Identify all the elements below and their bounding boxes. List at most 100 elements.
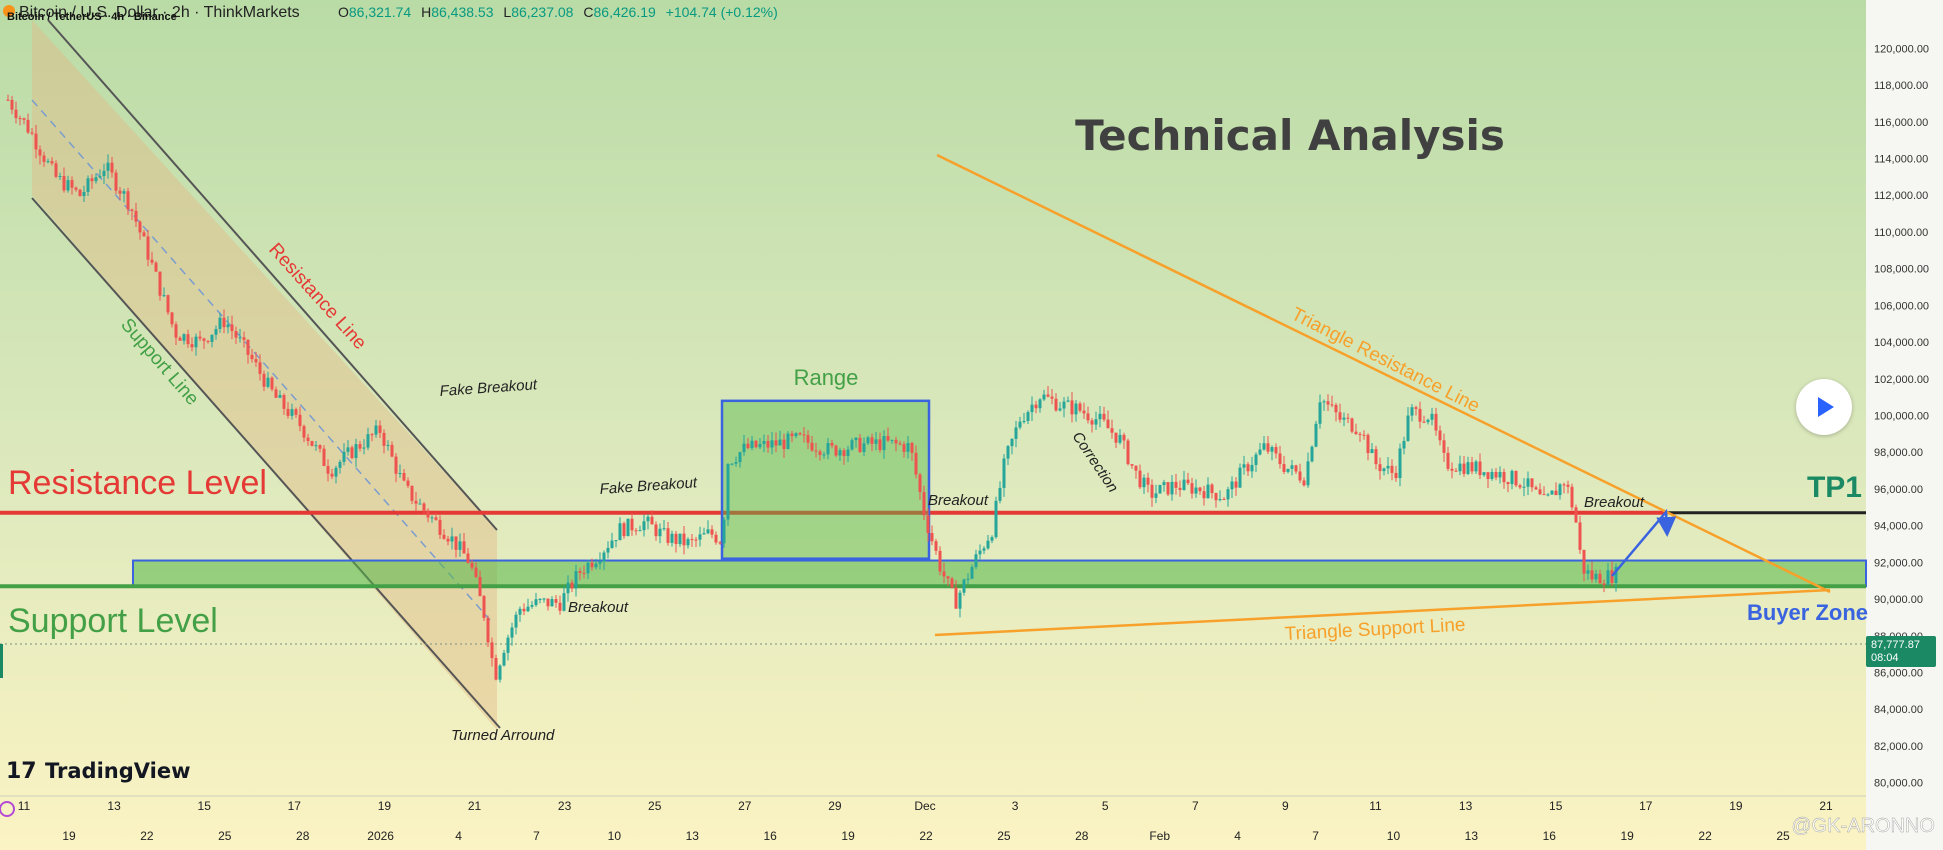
- candle-body: [1178, 487, 1182, 490]
- candle-body: [406, 480, 410, 486]
- candle-body: [594, 563, 598, 568]
- candle-body: [158, 271, 162, 296]
- time-tick-bottom: 13: [1465, 829, 1479, 843]
- current-price-value: 87,777.87: [1871, 639, 1920, 651]
- triangle-resistance-line: [936, 153, 1831, 594]
- candle-body: [186, 334, 190, 345]
- time-tick-top: 5: [1102, 799, 1109, 813]
- high-label: H: [421, 4, 431, 20]
- candle-body: [214, 328, 218, 335]
- candle-body: [322, 448, 326, 466]
- candle-body: [742, 443, 746, 453]
- fake-breakout-label-2: Fake Breakout: [599, 474, 698, 498]
- candle-body: [874, 439, 878, 444]
- chart-background: [0, 0, 1866, 850]
- price-tick-label: 96,000.00: [1874, 484, 1923, 496]
- candle-body: [1230, 481, 1234, 490]
- candle-body: [1538, 489, 1542, 495]
- candle-body: [910, 442, 914, 453]
- time-tick-bottom: 22: [1698, 829, 1712, 843]
- candle-body: [514, 614, 518, 628]
- candle-body: [1002, 458, 1006, 488]
- candle-body: [882, 436, 886, 451]
- price-tick-label: 112,000.00: [1874, 190, 1928, 202]
- time-tick-top: 11: [18, 799, 31, 813]
- candle-body: [338, 461, 342, 468]
- candle-body: [1602, 583, 1606, 585]
- candle-body: [838, 450, 842, 456]
- candle-body: [22, 118, 26, 120]
- candle-body: [1222, 499, 1226, 501]
- replay-icon[interactable]: [0, 801, 15, 817]
- technical-analysis-title: Technical Analysis: [1075, 111, 1505, 160]
- chart-title[interactable]: Bitcoin / U.S. Dollar · 2h · ThinkMarket…: [19, 4, 300, 21]
- candle-body: [1266, 443, 1270, 452]
- candle-body: [70, 180, 74, 188]
- candle-body: [542, 598, 546, 600]
- candle-body: [1346, 417, 1350, 419]
- candle-body: [1294, 465, 1298, 472]
- candle-body: [1314, 423, 1318, 447]
- time-axis[interactable]: 11 13 15 17 19 21 23 25 27 29 Dec 3 5 7 9 11 13 15 17 19 21 1…: [0, 795, 1866, 843]
- candle-body: [1298, 471, 1302, 481]
- candle-body: [162, 295, 166, 297]
- candle-body: [94, 177, 98, 182]
- candle-body: [1238, 467, 1242, 488]
- time-tick-bottom: 7: [533, 829, 540, 843]
- candle-body: [694, 539, 698, 541]
- candle-body: [846, 449, 850, 457]
- channel-midline: [31, 99, 491, 621]
- candle-body: [562, 593, 566, 611]
- candle-body: [1598, 573, 1602, 584]
- time-tick-bottom: 25: [1776, 829, 1790, 843]
- candle-body: [1242, 464, 1246, 468]
- support-zone-box: [132, 559, 1867, 588]
- candle-body: [222, 317, 226, 328]
- candle-body: [398, 472, 402, 474]
- candle-body: [150, 259, 154, 263]
- candle-body: [1370, 449, 1374, 454]
- candle-body: [510, 627, 514, 638]
- candle-body: [526, 606, 530, 612]
- candle-body: [330, 473, 334, 477]
- time-tick-top: Dec: [914, 799, 935, 813]
- candle-body: [1186, 479, 1190, 484]
- candle-body: [226, 324, 230, 328]
- candle-body: [1206, 484, 1210, 499]
- candle-body: [14, 109, 18, 119]
- candle-body: [1510, 470, 1514, 485]
- time-tick-bottom: 10: [1387, 829, 1401, 843]
- low-value: 86,237.08: [511, 4, 573, 20]
- candle-body: [622, 523, 626, 537]
- candle-body: [966, 578, 970, 580]
- play-button[interactable]: [1796, 379, 1852, 435]
- candle-body: [818, 451, 822, 455]
- candle-body: [946, 576, 950, 579]
- candle-body: [438, 519, 442, 535]
- high-value: 86,438.53: [431, 4, 493, 20]
- price-tick-label: 90,000.00: [1874, 594, 1923, 606]
- price-tick-label: 94,000.00: [1874, 521, 1923, 533]
- candle-body: [502, 652, 506, 666]
- range-label: Range: [794, 365, 859, 390]
- close-value: 86,426.19: [594, 4, 656, 20]
- time-tick-bottom: 19: [841, 829, 855, 843]
- candle-body: [698, 534, 702, 540]
- candle-body: [898, 443, 902, 445]
- candle-body: [1366, 434, 1370, 454]
- candle-body: [42, 155, 46, 162]
- candle-body: [1402, 440, 1406, 449]
- candle-body: [658, 528, 662, 537]
- time-tick-bottom: 25: [218, 829, 232, 843]
- candle-body: [1174, 481, 1178, 488]
- candle-body: [74, 187, 78, 190]
- candle-body: [194, 336, 198, 348]
- price-axis[interactable]: 120,000.00 118,000.00 116,000.00 114,000.00…: [1874, 43, 1929, 789]
- time-tick-top: 19: [378, 799, 392, 813]
- candle-body: [522, 608, 526, 612]
- candle-body: [1534, 487, 1538, 490]
- price-tick-label: 104,000.00: [1874, 337, 1929, 349]
- candle-body: [806, 435, 810, 443]
- candle-body: [1170, 481, 1174, 495]
